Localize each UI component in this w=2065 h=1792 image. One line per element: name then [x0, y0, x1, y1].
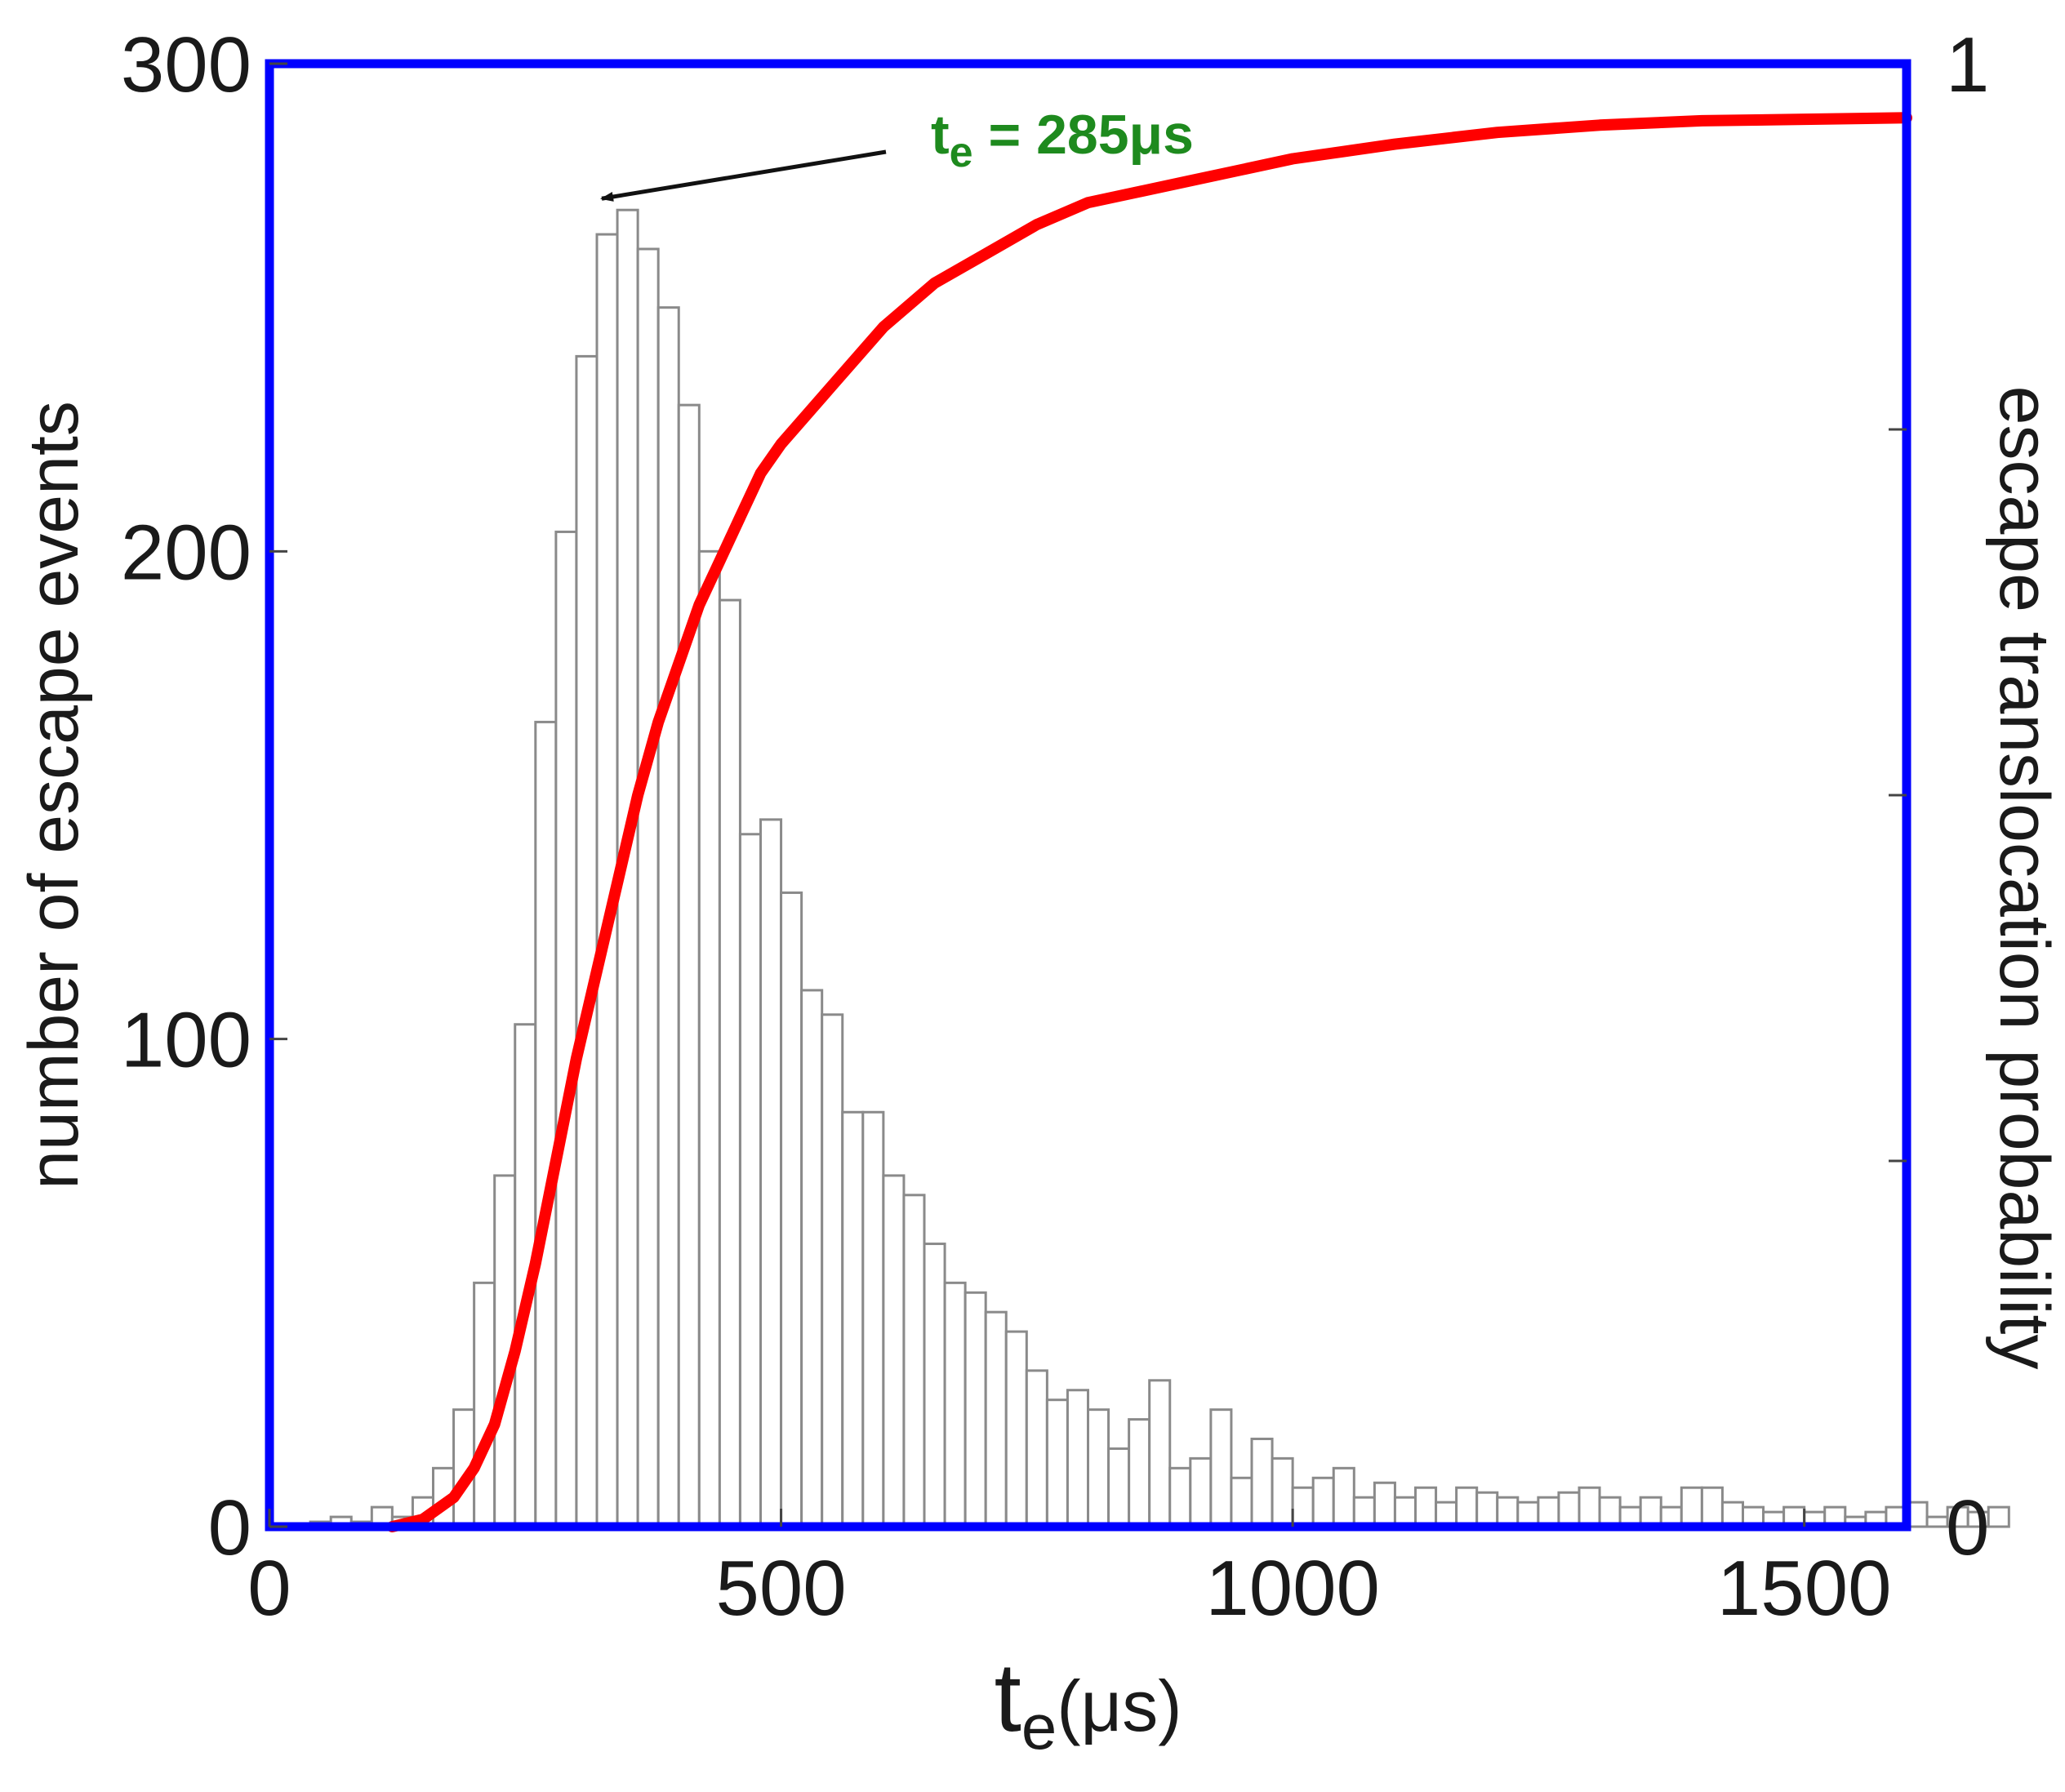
histogram-bar — [1107, 1447, 1131, 1528]
histogram-bar — [800, 989, 824, 1528]
y2-axis-label: escape translocation probability — [1985, 386, 2063, 1370]
histogram-bar — [882, 1174, 906, 1528]
histogram-bar — [554, 530, 578, 1528]
histogram-bar — [759, 818, 783, 1528]
histogram-bar — [1271, 1456, 1294, 1528]
cdf-layer — [386, 112, 1912, 1532]
histogram-bar — [1373, 1481, 1396, 1528]
histogram-bar — [1128, 1418, 1151, 1528]
histogram-bar — [902, 1194, 926, 1528]
histogram-bar — [1578, 1486, 1601, 1528]
axis-ticks — [268, 62, 1907, 1528]
histogram-bar — [1557, 1491, 1581, 1528]
histogram-bar — [964, 1291, 987, 1528]
tick-labels: 0 500 1000 1500 0 100 200 300 0 1 — [121, 21, 1990, 1632]
histogram-bar — [1189, 1456, 1213, 1528]
y-axis-label: number of escape events — [15, 401, 93, 1189]
cdf-curve — [386, 112, 1912, 1532]
annotation-main: t — [931, 104, 950, 166]
annotation-sub: e — [950, 129, 973, 176]
histogram-bar — [656, 306, 680, 1528]
annotation-label: te = 285μs — [931, 104, 1194, 176]
histogram-bar — [718, 598, 741, 1528]
histogram-bar — [1700, 1486, 1724, 1528]
histogram-bar — [780, 891, 803, 1528]
histogram-bar — [984, 1310, 1008, 1528]
y-tick-label: 100 — [121, 997, 251, 1084]
histogram-bars — [309, 208, 2010, 1528]
annotation-arrow — [600, 149, 887, 202]
histogram-bar — [697, 549, 721, 1528]
x-axis-label-sub: e — [1021, 1691, 1057, 1763]
histogram-bar — [1332, 1466, 1355, 1528]
histogram-bar — [1004, 1330, 1028, 1528]
histogram-bar — [473, 1281, 496, 1528]
y-tick-label: 200 — [121, 509, 251, 596]
annotation-rest: = 285μs — [973, 104, 1194, 166]
y2-tick-label: 0 — [1946, 1484, 1989, 1572]
histogram-bar — [1291, 1486, 1315, 1528]
histogram-bar — [677, 403, 701, 1528]
histogram-bar — [1987, 1505, 2010, 1528]
x-tick-label: 1000 — [1205, 1545, 1380, 1632]
histogram-bar — [1537, 1496, 1560, 1528]
histogram-bar — [943, 1281, 967, 1528]
histogram-bar — [1087, 1408, 1110, 1528]
histogram-bar — [861, 1110, 885, 1528]
histogram-bar — [1025, 1369, 1048, 1528]
histogram-bar — [1045, 1398, 1069, 1528]
histogram-bar — [575, 354, 599, 1528]
y2-tick-label: 1 — [1946, 21, 1989, 109]
histogram-bar — [1475, 1491, 1499, 1528]
histogram-bar — [821, 1013, 844, 1528]
histogram-bar — [1168, 1466, 1192, 1528]
histogram-bar — [1680, 1486, 1703, 1528]
histogram-bar — [534, 720, 558, 1528]
x-tick-label: 500 — [715, 1545, 846, 1632]
histogram-bar — [1311, 1476, 1335, 1528]
x-axis-label-main: t — [994, 1643, 1021, 1752]
histogram-bar — [1455, 1486, 1479, 1528]
histogram-bar — [738, 833, 762, 1528]
histogram-bar — [1414, 1486, 1438, 1528]
y-tick-label: 300 — [121, 21, 251, 109]
histogram-bar — [1230, 1476, 1253, 1528]
histogram-bar — [636, 247, 660, 1528]
histogram-bar — [841, 1110, 865, 1528]
histogram-bar — [1925, 1515, 1949, 1528]
x-tick-label: 0 — [247, 1545, 291, 1632]
histogram-bar — [1393, 1496, 1417, 1528]
x-axis-label-unit: (μs) — [1057, 1665, 1182, 1746]
histogram-bar — [1066, 1389, 1089, 1528]
x-tick-label: 1500 — [1717, 1545, 1892, 1632]
histogram-bar — [1209, 1408, 1233, 1528]
histogram-bar — [923, 1243, 946, 1528]
histogram-bar — [1250, 1437, 1274, 1528]
histogram-bar — [1148, 1379, 1172, 1528]
y-tick-label: 0 — [208, 1484, 251, 1572]
x-axis-label: te(μs) — [994, 1643, 1182, 1763]
